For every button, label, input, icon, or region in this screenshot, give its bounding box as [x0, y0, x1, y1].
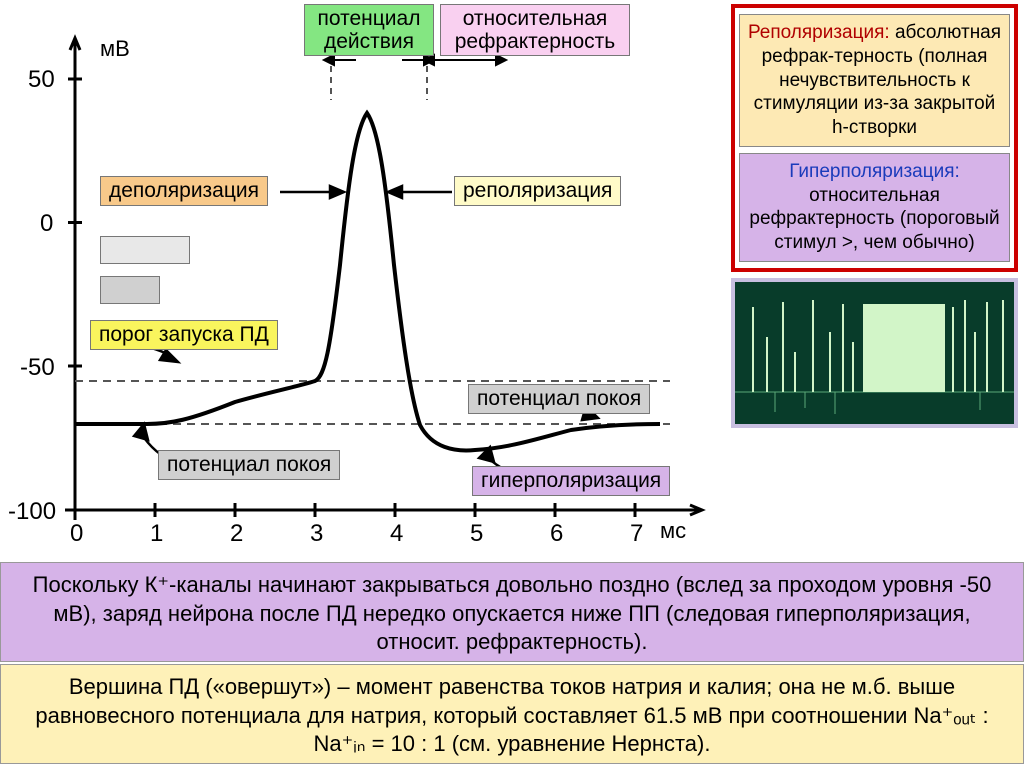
- label-repolarization: реполяризация: [454, 176, 621, 206]
- repolarization-box: Реполяризация: абсолютная рефрак-терност…: [739, 14, 1010, 147]
- label-action-potential: потенциал действия: [304, 4, 434, 56]
- label-depolarization: деполяризация: [100, 176, 268, 206]
- hyper-title: Гиперполяризация:: [789, 161, 960, 182]
- xtick-2: 2: [230, 520, 243, 548]
- hyper-body: относительная рефрактерность (пороговый …: [749, 185, 999, 254]
- oscilloscope-image: [731, 278, 1018, 428]
- info-box: Реполяризация: абсолютная рефрак-терност…: [731, 4, 1018, 272]
- label-relative-refractory: относительная рефрактерность: [440, 4, 630, 56]
- ytick-50: 50: [28, 66, 55, 94]
- ytick-0: 0: [40, 210, 53, 238]
- xtick-5: 5: [470, 520, 483, 548]
- chart-area: мВ мс 50 0 -50 -100 0 1 2 3 4 5 6 7 поте…: [0, 0, 725, 560]
- xtick-1: 1: [150, 520, 163, 548]
- xtick-6: 6: [550, 520, 563, 548]
- empty-box-1: [100, 236, 190, 264]
- xtick-0: 0: [70, 520, 83, 548]
- bottom-text-2: Вершина ПД («овершут») – момент равенств…: [0, 664, 1024, 764]
- ytick-neg50: -50: [20, 354, 55, 382]
- label-hyperpolarization: гиперполяризация: [472, 466, 670, 496]
- xtick-7: 7: [630, 520, 643, 548]
- empty-box-2: [100, 276, 160, 304]
- x-axis-label: мс: [660, 518, 686, 544]
- right-panel: Реполяризация: абсолютная рефрак-терност…: [725, 0, 1024, 560]
- top-region: мВ мс 50 0 -50 -100 0 1 2 3 4 5 6 7 поте…: [0, 0, 1024, 560]
- ytick-neg100: -100: [8, 498, 56, 526]
- xtick-4: 4: [390, 520, 403, 548]
- label-resting-left: потенциал покоя: [158, 450, 340, 480]
- label-resting-right: потенциал покоя: [468, 384, 650, 414]
- label-threshold: порог запуска ПД: [90, 320, 278, 350]
- y-axis-label: мВ: [100, 36, 130, 62]
- repol-title: Реполяризация:: [748, 22, 890, 43]
- hyperpolarization-box: Гиперполяризация: относительная рефракте…: [739, 153, 1010, 262]
- xtick-3: 3: [310, 520, 323, 548]
- bottom-text-1: Поскольку К⁺-каналы начинают закрываться…: [0, 562, 1024, 662]
